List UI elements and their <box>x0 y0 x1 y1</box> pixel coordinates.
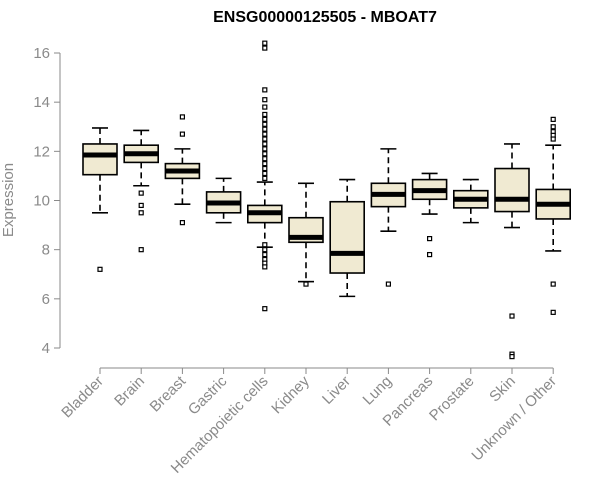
outlier-point <box>138 247 144 253</box>
boxes-group <box>82 40 572 360</box>
x-tick-label: Brain <box>111 373 148 410</box>
box-lung <box>370 148 407 287</box>
outlier-point <box>550 309 556 315</box>
outlier-point <box>262 97 268 103</box>
outlier-point <box>262 247 268 253</box>
x-tick-label: Breast <box>147 372 190 415</box>
outlier-point <box>179 220 185 226</box>
y-axis: 4 6 8 10 12 14 16 <box>33 45 61 357</box>
outlier-point <box>262 151 268 157</box>
outlier-point <box>262 306 268 312</box>
outlier-point <box>262 264 268 270</box>
box-prostate <box>452 178 489 224</box>
outlier-point <box>550 124 556 130</box>
outlier-point <box>262 242 268 248</box>
outlier-point <box>138 202 144 209</box>
box-kidney <box>288 182 324 287</box>
outlier-point <box>179 131 185 137</box>
outlier-point <box>262 104 268 110</box>
box-rect <box>82 143 118 176</box>
x-tick-label: Liver <box>319 373 354 408</box>
y-tick-label: 4 <box>42 340 50 357</box>
outlier-point <box>262 175 268 181</box>
outlier-point <box>262 161 268 167</box>
outlier-point <box>262 126 268 132</box>
outlier-point <box>262 136 268 142</box>
y-axis-label: Expression <box>0 163 17 237</box>
outlier-point <box>138 190 144 196</box>
outlier-point <box>550 281 556 287</box>
outlier-point <box>262 156 268 162</box>
y-tick-label: 12 <box>33 143 50 160</box>
box-hematopoietic-cells <box>247 40 283 312</box>
outlier-point <box>262 251 268 258</box>
outlier-point <box>427 251 433 258</box>
outlier-point <box>550 116 556 122</box>
outlier-point <box>509 313 515 319</box>
outlier-point <box>262 131 268 137</box>
x-tick-label: Prostate <box>426 373 478 425</box>
outlier-point <box>262 87 268 93</box>
box-gastric <box>205 177 242 224</box>
box-brain <box>123 129 159 253</box>
outlier-point <box>262 40 268 46</box>
outlier-point <box>262 141 268 147</box>
box-pancreas <box>411 172 448 258</box>
box-liver <box>329 178 366 298</box>
y-tick-label: 14 <box>33 94 50 111</box>
outlier-point <box>550 136 556 142</box>
outlier-point <box>262 45 268 51</box>
outlier-point <box>262 111 268 118</box>
box-bladder <box>82 127 118 272</box>
y-tick-label: 10 <box>33 193 50 210</box>
outlier-point <box>509 354 515 360</box>
outlier-point <box>427 236 433 242</box>
chart-title: ENSG00000125505 - MBOAT7 <box>213 9 437 26</box>
outlier-point <box>97 266 103 272</box>
outlier-point <box>262 165 268 172</box>
x-tick-label: Bladder <box>58 373 107 422</box>
box-rect <box>494 167 530 213</box>
box-breast <box>164 114 201 226</box>
y-tick-label: 16 <box>33 45 50 62</box>
outlier-point <box>262 146 268 152</box>
outlier-point <box>262 116 268 122</box>
x-tick-label: Kidney <box>268 372 313 417</box>
outlier-point <box>262 170 268 177</box>
outlier-point <box>262 121 268 127</box>
box-rect <box>329 200 366 274</box>
outlier-point <box>303 281 309 287</box>
y-tick-label: 8 <box>42 242 50 259</box>
y-tick-label: 6 <box>42 291 50 308</box>
outlier-point <box>179 114 185 120</box>
box-unknown-other <box>535 116 572 315</box>
outlier-point <box>138 210 144 216</box>
box-skin <box>494 143 530 360</box>
x-tick-label: Skin <box>486 373 519 406</box>
x-tick-label: Lung <box>360 373 396 409</box>
outlier-point <box>385 281 391 287</box>
